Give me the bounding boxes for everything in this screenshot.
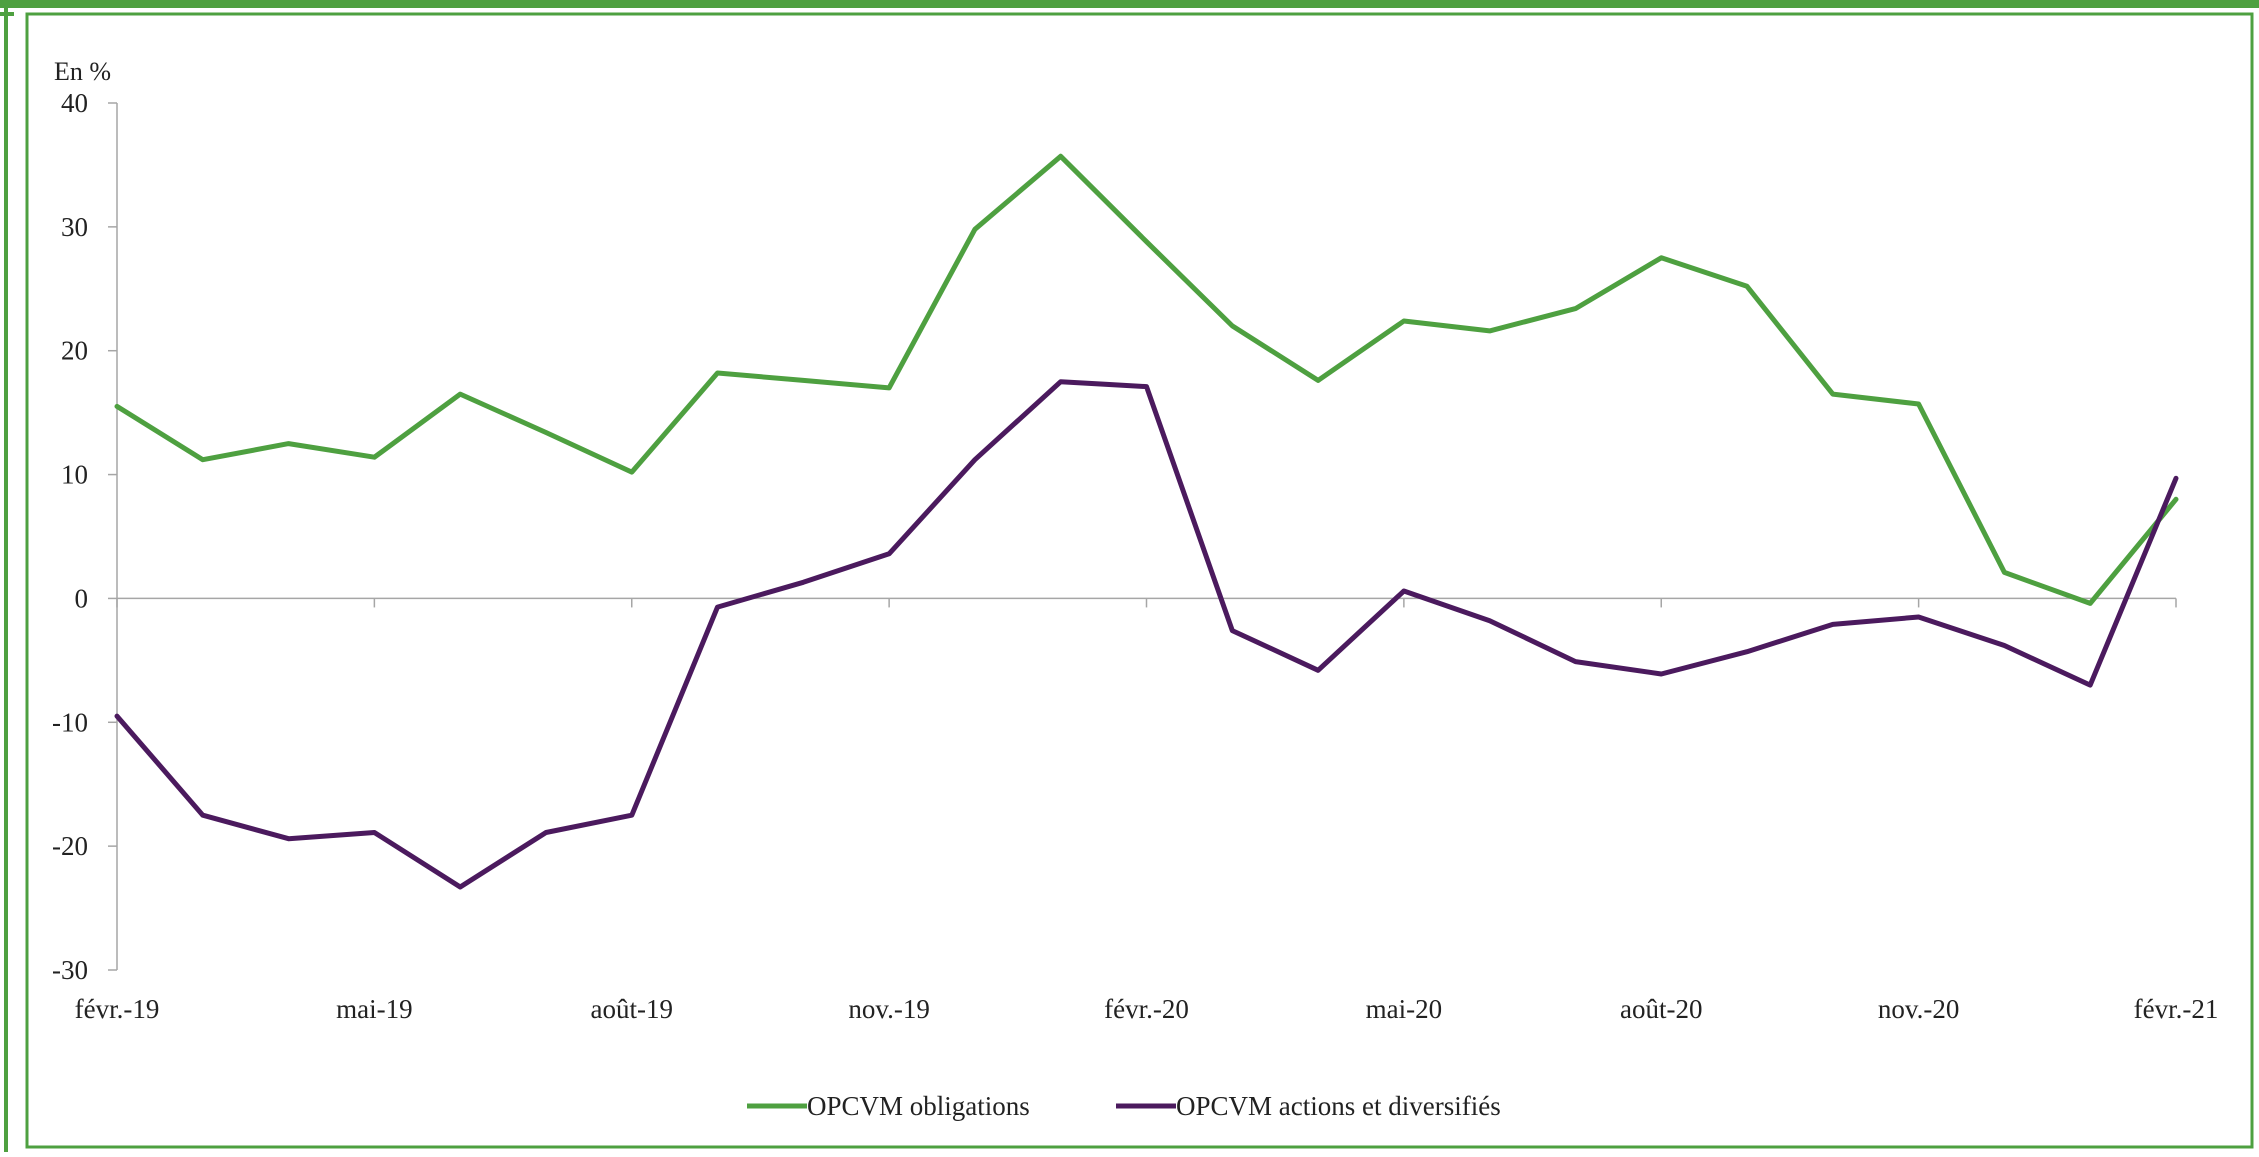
y-axis: 40 30 20 10 0 -10 -20 -30: [52, 88, 118, 985]
top-banner-band: [0, 0, 2259, 8]
x-tick-label: mai-19: [336, 994, 412, 1024]
y-axis-unit-label: En %: [54, 57, 111, 86]
legend-label: OPCVM actions et diversifiés: [1176, 1091, 1501, 1121]
y-tick-label: 20: [61, 336, 88, 366]
x-tick-label: nov.-20: [1878, 994, 1960, 1024]
x-tick-label: nov.-19: [848, 994, 930, 1024]
x-tick-label: févr.-19: [75, 994, 160, 1024]
chart-border: [25, 12, 2254, 1149]
series-lines: [114, 153, 2179, 890]
legend: OPCVM obligations OPCVM actions et divers…: [747, 1091, 1501, 1121]
y-tick-label: 40: [61, 88, 88, 118]
x-tick-label: août-19: [591, 994, 673, 1024]
x-tick-label: août-20: [1620, 994, 1702, 1024]
y-tick-label: -30: [52, 955, 88, 985]
legend-label: OPCVM obligations: [807, 1091, 1030, 1121]
y-tick-label: -10: [52, 707, 88, 737]
y-tick-label: 10: [61, 460, 88, 490]
x-tick-label: févr.-21: [2134, 994, 2219, 1024]
x-tick-label: févr.-20: [1104, 994, 1189, 1024]
series-line-2: [114, 379, 2179, 890]
x-axis: févr.-19 mai-19 août-19 nov.-19 févr.-20 mai-…: [75, 597, 2219, 1024]
y-tick-label: 30: [61, 212, 88, 242]
x-tick-label: mai-20: [1366, 994, 1442, 1024]
y-tick-label: -20: [52, 831, 88, 861]
series-line-1: [114, 153, 2179, 606]
y-tick-label: 0: [75, 583, 89, 613]
